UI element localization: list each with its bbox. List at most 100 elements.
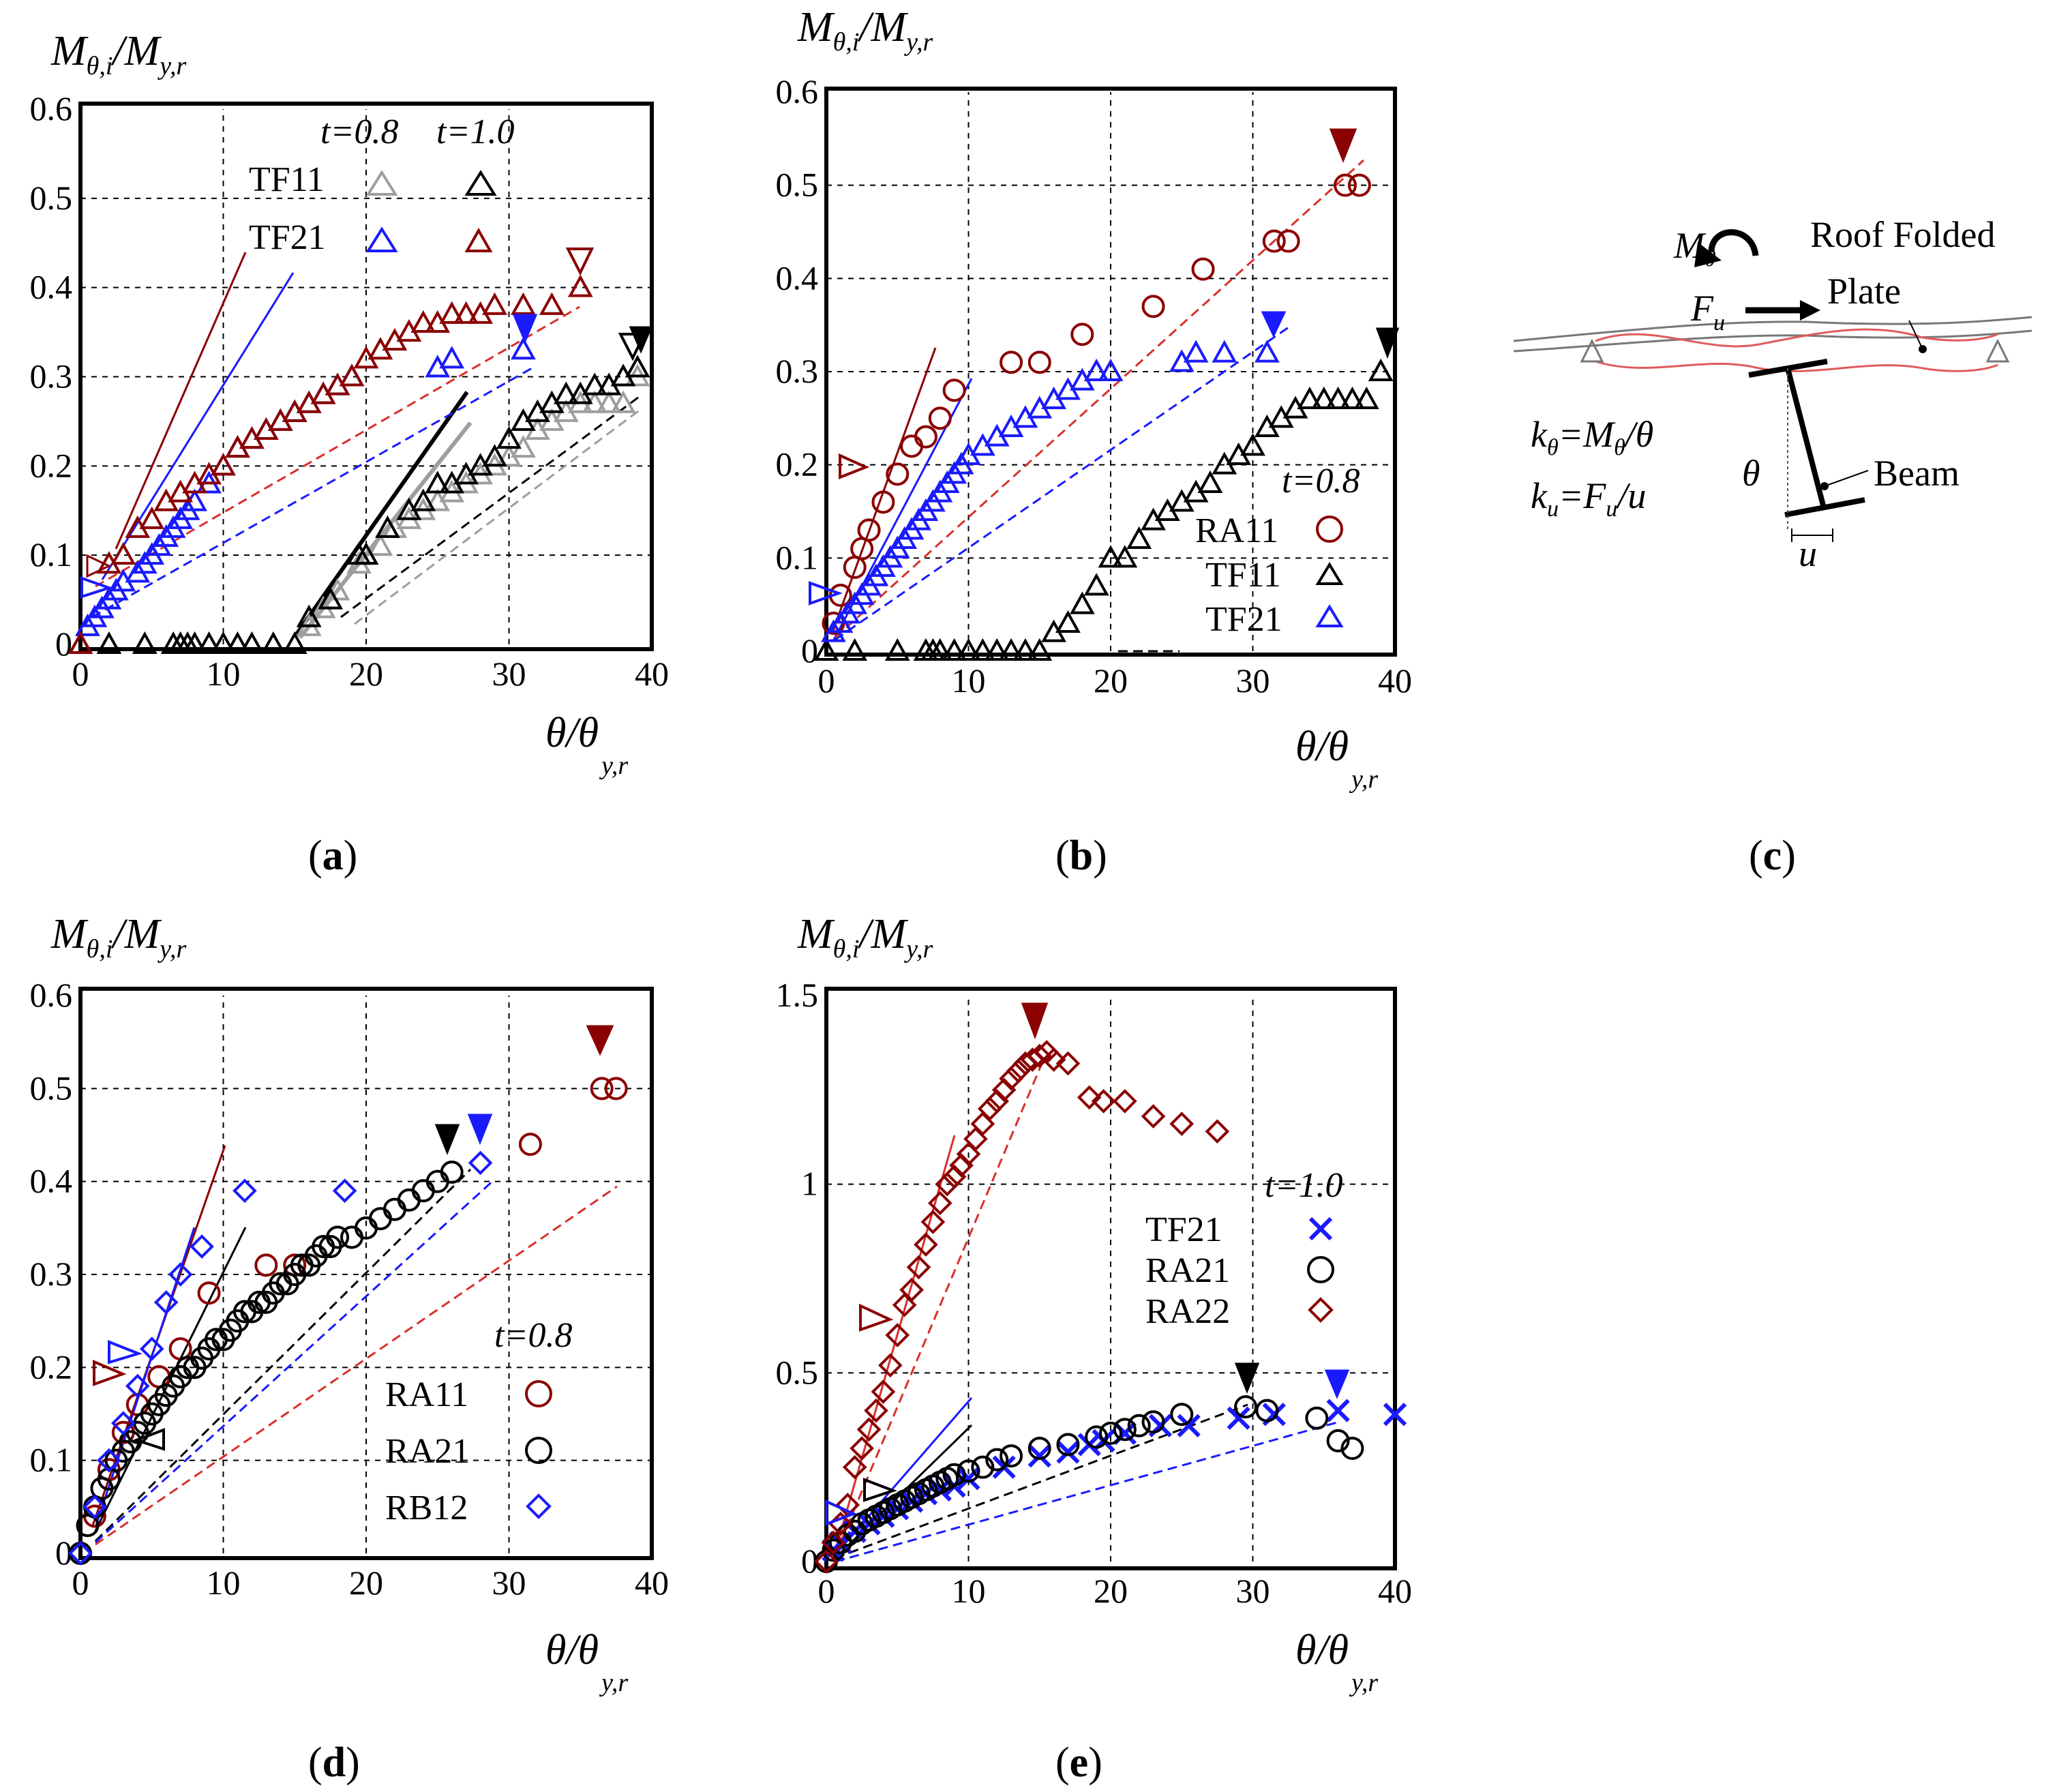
data-point — [518, 1133, 542, 1156]
data-point — [942, 638, 967, 661]
data-point — [1234, 1395, 1258, 1419]
data-point — [511, 292, 536, 315]
diagram-plate-label: Plate — [1827, 271, 1901, 312]
x-tick-label: 10 — [952, 1572, 986, 1610]
data-point — [985, 1089, 1010, 1114]
y-tick-label: 1.5 — [776, 976, 819, 1014]
data-point — [468, 1150, 493, 1176]
data-point — [496, 425, 522, 449]
legend-header: t=0.8 — [1282, 462, 1360, 501]
series-tf21 — [821, 340, 1280, 642]
data-point — [511, 337, 536, 360]
data-point — [871, 490, 895, 514]
y-tick-label: 0.6 — [30, 89, 73, 128]
x-tick-label: 0 — [72, 655, 89, 693]
y-tick-label: 0.1 — [30, 535, 73, 573]
data-point — [1027, 1437, 1051, 1460]
data-point — [596, 390, 622, 413]
equation-k-u: ku=Fu/u — [1531, 475, 1646, 522]
deformed-plate — [1595, 328, 1998, 348]
data-point — [582, 372, 607, 395]
data-point — [1113, 1089, 1137, 1114]
data-point — [1297, 386, 1323, 409]
data-point — [942, 378, 966, 402]
series-tf11-t-1-0 — [67, 355, 650, 654]
yield-marker — [825, 1499, 858, 1526]
peak-marker — [1234, 1362, 1260, 1394]
yield-marker — [108, 1340, 143, 1364]
data-point — [1112, 545, 1138, 568]
data-point — [1141, 1104, 1166, 1129]
yield-marker — [859, 1303, 894, 1332]
data-point — [957, 1467, 980, 1491]
panel-a: 00.10.20.30.40.50.6 0 10 20 30 40 Mθ,i/My,r … — [30, 28, 670, 780]
yield-marker — [809, 581, 843, 606]
peak-marker — [1261, 311, 1287, 338]
diagram-u: u — [1799, 533, 1817, 574]
x-tick-label: 30 — [492, 1564, 526, 1602]
series-ra11 — [822, 173, 1371, 635]
caption-c: (c) — [1749, 833, 1796, 879]
data-point — [232, 1178, 257, 1204]
caption-e: (e) — [1055, 1739, 1102, 1786]
data-point — [1347, 173, 1371, 197]
series-tf11 — [813, 358, 1394, 661]
data-point — [425, 471, 451, 494]
legend-label: TF11 — [249, 160, 325, 199]
data-point — [482, 292, 507, 315]
data-point — [1041, 1047, 1066, 1072]
data-point — [68, 1541, 93, 1566]
panel-d: 00.10.20.30.40.50.6 0 10 20 30 40 Mθ,i/My,r … — [30, 911, 670, 1697]
dashed-fit — [95, 1185, 618, 1546]
y-tick-label: 0.2 — [30, 446, 73, 484]
x-tick-label: 0 — [818, 661, 835, 700]
data-point — [211, 453, 236, 476]
data-point — [1227, 1406, 1250, 1430]
data-point — [914, 1232, 938, 1257]
y-tick-label: 0.5 — [776, 1353, 819, 1391]
legend-marker — [525, 1380, 552, 1407]
data-point — [1305, 1406, 1329, 1430]
data-point — [842, 1454, 867, 1480]
panel-a-xlabel: θ/θy,r — [545, 710, 628, 780]
data-point — [813, 638, 839, 661]
peak-marker — [1375, 327, 1400, 359]
data-point — [375, 515, 400, 538]
data-point — [885, 1323, 910, 1347]
data-point — [111, 1411, 136, 1435]
data-point — [857, 518, 881, 542]
data-point — [1254, 340, 1280, 363]
yield-marker — [132, 1428, 165, 1451]
legend-marker — [1308, 1297, 1334, 1323]
fit-line — [101, 272, 295, 580]
y-tick-label: 0.4 — [30, 1162, 73, 1200]
panel-e-gridlines — [826, 996, 1395, 1562]
support-icon — [1985, 338, 2010, 363]
data-point — [397, 1188, 421, 1212]
data-point — [168, 1262, 193, 1287]
data-point — [1191, 257, 1215, 281]
x-tick-label: 10 — [952, 661, 986, 700]
panel-d-gridlines — [80, 996, 652, 1553]
data-point — [96, 631, 122, 654]
data-point — [1334, 173, 1357, 197]
panel-d-xticks: 0 10 20 30 40 — [72, 1564, 670, 1602]
data-point — [1326, 1429, 1350, 1452]
data-point — [553, 381, 579, 404]
data-point — [368, 1207, 392, 1231]
x-tick-label: 30 — [492, 655, 526, 693]
peak-marker — [565, 248, 595, 276]
fit-line — [295, 391, 469, 636]
data-point — [884, 638, 910, 661]
panel-b-gridlines — [826, 92, 1395, 651]
peak-marker — [1324, 1369, 1350, 1399]
roof-folded-plate — [1513, 316, 2032, 342]
data-point — [282, 631, 307, 654]
data-point — [326, 1225, 350, 1249]
legend-label: TF21 — [1145, 1210, 1222, 1249]
y-tick-label: 0.6 — [30, 976, 73, 1014]
data-point — [1083, 358, 1109, 381]
legend-label: TF21 — [249, 218, 326, 257]
panel-e-ylabel: Mθ,i/My,r — [797, 911, 933, 964]
